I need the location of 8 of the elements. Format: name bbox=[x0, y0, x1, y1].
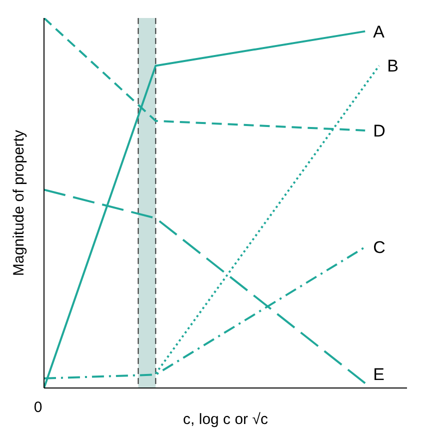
x-axis-title: c, log c or √c bbox=[183, 411, 268, 428]
series-label: A bbox=[373, 22, 386, 42]
series-label: B bbox=[387, 56, 398, 76]
series-label: D bbox=[373, 121, 386, 140]
text: 0 bbox=[34, 399, 42, 416]
series-label: E bbox=[373, 365, 384, 384]
series-label: C bbox=[373, 238, 386, 258]
y-axis-title: Magnitude of property bbox=[10, 130, 28, 276]
